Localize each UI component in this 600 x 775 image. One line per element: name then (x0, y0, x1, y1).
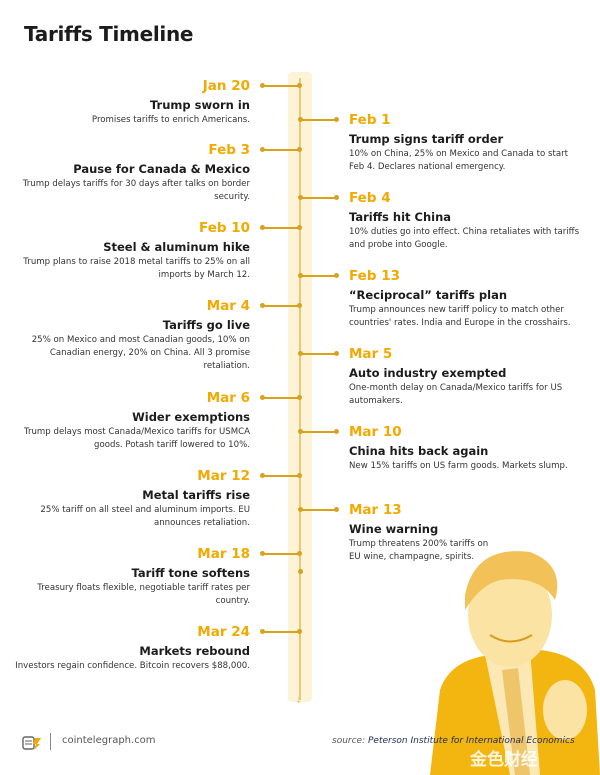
event-date: Mar 5 (349, 346, 393, 362)
connector (260, 395, 302, 400)
event-description: Trump threatens 200% tariffs on EU wine,… (349, 539, 489, 562)
event-date: Feb 13 (349, 268, 400, 284)
event-date: Mar 18 (197, 546, 250, 562)
event-description: New 15% tariffs on US farm goods. Market… (349, 461, 568, 471)
event-description: 25% tariff on all steel and aluminum imp… (40, 505, 250, 528)
event-headline: “Reciprocal” tariffs plan (349, 288, 508, 302)
timeline-event: Feb 3 Pause for Canada & Mexico Trump dela… (10, 142, 250, 204)
connector (298, 429, 339, 434)
event-description: Trump delays tariffs for 30 days after t… (22, 179, 250, 202)
source-credit: source: Peterson Institute for Internati… (332, 736, 575, 746)
event-headline: Auto industry exempted (349, 366, 507, 380)
event-headline: Markets rebound (139, 644, 250, 658)
event-description: 10% duties go into effect. China retalia… (349, 227, 580, 250)
event-description: Trump announces new tariff policy to mat… (349, 305, 571, 328)
event-headline: China hits back again (349, 444, 489, 458)
event-date: Mar 10 (349, 424, 402, 440)
event-description: One-month delay on Canada/Mexico tariffs… (349, 383, 563, 406)
timeline-event: Mar 10 China hits back again New 15% tarif… (349, 424, 594, 473)
connector (260, 473, 302, 478)
connector (298, 507, 339, 512)
timeline-spine (299, 78, 301, 700)
event-headline: Trump signs tariff order (349, 132, 504, 146)
event-date: Mar 24 (197, 624, 250, 640)
event-description: Trump delays most Canada/Mexico tariffs … (23, 427, 250, 450)
event-headline: Steel & aluminum hike (103, 240, 250, 254)
event-date: Mar 13 (349, 502, 402, 518)
cointelegraph-logo-icon (22, 736, 41, 750)
connector (298, 351, 339, 356)
timeline-event: Feb 1 Trump signs tariff order 10% on Chin… (349, 112, 584, 174)
event-headline: Tariff tone softens (131, 566, 250, 580)
timeline-arrow-icon: ↓ (295, 696, 303, 706)
timeline-event: Mar 4 Tariffs go live 25% on Mexico and mo… (10, 298, 250, 373)
timeline-event: Feb 10 Steel & aluminum hike Trump plans t… (10, 220, 250, 282)
timeline-event: Jan 20 Trump sworn in Promises tariffs to … (10, 78, 250, 127)
event-headline: Trump sworn in (149, 98, 250, 112)
event-headline: Wider exemptions (132, 410, 250, 424)
timeline-event: Mar 13 Wine warning Trump threatens 200% t… (349, 502, 499, 564)
event-date: Feb 1 (349, 112, 391, 128)
connector (260, 303, 302, 308)
timeline-dot (298, 569, 303, 574)
trump-illustration (430, 551, 600, 775)
source-name: Peterson Institute for International Eco… (368, 736, 575, 746)
timeline-event: Feb 13 “Reciprocal” tariffs plan Trump ann… (349, 268, 594, 330)
event-date: Feb 3 (208, 142, 250, 158)
connector (260, 629, 302, 634)
event-headline: Pause for Canada & Mexico (73, 162, 250, 176)
event-date: Feb 4 (349, 190, 391, 206)
event-description: Treasury floats flexible, negotiable tar… (37, 583, 250, 606)
connector (260, 225, 302, 230)
timeline-event: Mar 18 Tariff tone softens Treasury floats… (10, 546, 250, 608)
timeline-event: Mar 5 Auto industry exempted One-month del… (349, 346, 584, 408)
timeline-event: Feb 4 Tariffs hit China 10% duties go into… (349, 190, 584, 252)
site-link[interactable]: cointelegraph.com (62, 735, 156, 746)
timeline-event: Mar 12 Metal tariffs rise 25% tariff on al… (10, 468, 250, 530)
timeline-event: Mar 24 Markets rebound Investors regain co… (10, 624, 250, 673)
connector (298, 117, 339, 122)
connector (260, 147, 302, 152)
connector (298, 195, 339, 200)
connector (298, 273, 339, 278)
timeline-event: Mar 6 Wider exemptions Trump delays most C… (0, 390, 250, 452)
source-label: source: (332, 736, 366, 746)
footer-divider (50, 733, 51, 750)
connector (260, 551, 302, 556)
watermark: 金色财经 (470, 750, 538, 770)
event-headline: Tariffs hit China (349, 210, 452, 224)
event-headline: Tariffs go live (162, 318, 250, 332)
event-headline: Wine warning (349, 522, 439, 536)
event-description: Trump plans to raise 2018 metal tariffs … (23, 257, 250, 280)
event-date: Mar 6 (206, 390, 250, 406)
event-description: Investors regain confidence. Bitcoin rec… (15, 661, 250, 671)
event-date: Jan 20 (202, 78, 250, 94)
event-description: 25% on Mexico and most Canadian goods, 1… (31, 335, 250, 371)
event-date: Mar 12 (197, 468, 250, 484)
event-date: Feb 10 (199, 220, 250, 236)
event-description: Promises tariffs to enrich Americans. (91, 115, 250, 125)
event-description: 10% on China, 25% on Mexico and Canada t… (349, 149, 568, 172)
connector (260, 83, 302, 88)
event-date: Mar 4 (206, 298, 250, 314)
page-title: Tariffs Timeline (24, 22, 194, 46)
event-headline: Metal tariffs rise (142, 488, 250, 502)
